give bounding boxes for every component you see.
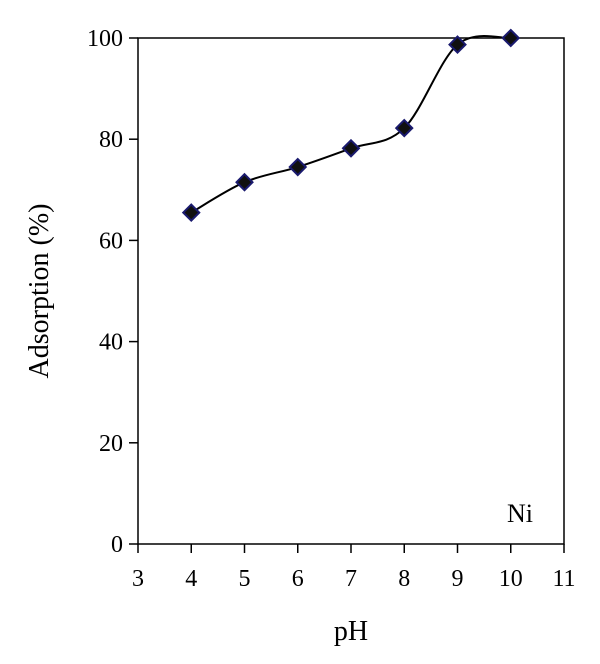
data-point-marker bbox=[235, 172, 254, 192]
plot-area-frame bbox=[137, 37, 565, 545]
y-tick-label: 80 bbox=[99, 127, 123, 153]
data-point-marker bbox=[501, 28, 521, 48]
x-tick-label: 8 bbox=[398, 566, 410, 592]
x-tick-label: 10 bbox=[499, 566, 523, 592]
y-axis: 0 20 40 60 80 100 bbox=[87, 26, 138, 558]
annotation-ni: Ni bbox=[507, 499, 533, 528]
series-markers bbox=[181, 28, 521, 222]
y-tick-label: 0 bbox=[111, 532, 123, 558]
x-tick-label: 6 bbox=[292, 566, 304, 592]
x-tick-label: 5 bbox=[239, 566, 251, 592]
x-tick-label: 11 bbox=[552, 566, 575, 592]
x-axis-title: pH bbox=[334, 616, 368, 647]
y-tick-label: 40 bbox=[99, 330, 123, 356]
data-point-marker bbox=[448, 35, 467, 54]
x-tick-label: 4 bbox=[185, 566, 197, 592]
data-point-marker bbox=[394, 118, 414, 138]
x-tick-label: 3 bbox=[132, 566, 144, 592]
y-tick-label: 100 bbox=[87, 26, 123, 52]
data-point-marker bbox=[181, 203, 201, 222]
y-tick-label: 20 bbox=[99, 431, 123, 457]
x-tick-label: 7 bbox=[345, 566, 357, 592]
x-tick-label: 9 bbox=[452, 566, 464, 592]
x-axis: 3 4 5 6 7 8 9 10 11 bbox=[132, 544, 576, 592]
y-tick-label: 60 bbox=[99, 228, 123, 254]
data-point-marker bbox=[341, 138, 361, 158]
y-axis-title: Adsorption (%) bbox=[24, 204, 55, 379]
data-point-marker bbox=[288, 157, 308, 177]
